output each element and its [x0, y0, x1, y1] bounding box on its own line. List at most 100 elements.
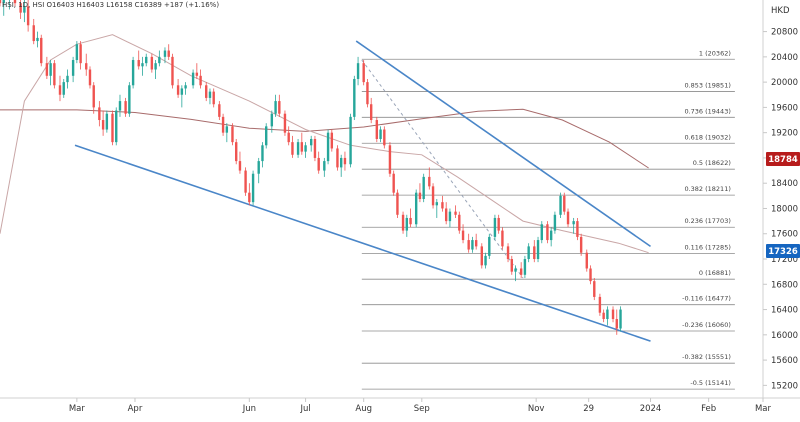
candle-body — [158, 56, 161, 64]
candle-body — [579, 236, 583, 253]
candle-body — [330, 132, 334, 149]
candle-body — [396, 192, 399, 215]
candle-body — [444, 208, 448, 222]
candle-body — [191, 72, 195, 86]
currency-label: HKD — [771, 6, 790, 16]
candle-body — [458, 214, 461, 231]
fib-level-label: 0.382 (18211) — [684, 185, 730, 193]
fib-level-label: 0.236 (17703) — [684, 217, 730, 225]
y-tick-label: 18400 — [771, 179, 798, 189]
y-tick-label: 20400 — [771, 53, 798, 63]
candle-body — [71, 60, 75, 76]
candle-body — [593, 281, 596, 297]
candle-body — [553, 214, 557, 231]
x-tick-label: Sep — [414, 404, 430, 414]
candle-body — [611, 309, 615, 320]
x-tick-label: Aug — [355, 404, 372, 414]
candle-body — [58, 85, 62, 95]
price-badge — [766, 151, 800, 166]
candle-body — [287, 132, 290, 143]
candle-body — [141, 63, 144, 67]
x-tick-label: Jun — [242, 404, 256, 414]
candle-body — [493, 217, 497, 237]
y-tick-label: 16000 — [771, 331, 798, 341]
candle-body — [536, 240, 540, 260]
candle-body — [326, 132, 330, 162]
candle-body — [53, 63, 56, 86]
candle-body — [101, 120, 105, 130]
candle-body — [369, 104, 373, 121]
candle-body — [218, 104, 221, 117]
fibonacci-levels: 1 (20362) 0.853 (19851) 0.736 (19443) 0.618… — [361, 49, 735, 390]
candle-body — [212, 91, 215, 105]
lower-channel-line — [74, 144, 651, 342]
candle-body — [510, 259, 513, 272]
candle-body — [244, 170, 247, 193]
candle-body — [401, 214, 405, 231]
candle-body — [585, 252, 588, 269]
candle-body — [418, 192, 422, 199]
candle-body — [559, 195, 562, 215]
candle-body — [221, 116, 225, 133]
candle-body — [353, 78, 356, 117]
price-badge — [766, 244, 800, 259]
y-tick-label: 16800 — [771, 280, 798, 290]
fib-level-label: 0 (16881) — [699, 269, 731, 277]
fib-level-label: -0.116 (16477) — [682, 295, 731, 303]
candle-body — [619, 309, 622, 329]
fib-level-label: -0.382 (15551) — [682, 353, 731, 361]
candle-body — [523, 259, 527, 275]
candle-body — [49, 63, 52, 76]
candle-body — [349, 116, 352, 165]
fib-level-label: -0.236 (16060) — [682, 321, 731, 329]
candle-body — [128, 85, 131, 114]
candle-body — [131, 60, 135, 86]
candle-body — [546, 224, 549, 241]
candle-body — [519, 268, 523, 275]
candle-body — [383, 129, 386, 146]
fib-level-label: 0.853 (19851) — [684, 82, 730, 90]
candle-body — [304, 145, 307, 152]
candle-body — [208, 91, 212, 98]
candle-body — [283, 113, 287, 133]
candle-body — [428, 176, 431, 187]
candle-body — [379, 129, 382, 139]
y-tick-label: 15200 — [771, 381, 798, 391]
fib-level-label: 1 (20362) — [699, 49, 731, 57]
candle-body — [274, 101, 277, 114]
x-tick-label: Mar — [69, 404, 86, 414]
candle-body — [414, 192, 418, 225]
candle-body — [409, 217, 412, 225]
fib-level-label: 0.116 (17285) — [684, 244, 730, 252]
candle-body — [26, 6, 30, 26]
candle-body — [40, 37, 43, 64]
candle-body — [506, 246, 510, 260]
candle-body — [343, 157, 347, 165]
candle-body — [238, 161, 242, 171]
candle-body — [265, 126, 268, 146]
candle-body — [431, 186, 435, 206]
candle-body — [300, 142, 304, 152]
candle-body — [598, 296, 602, 313]
candle-body — [154, 63, 157, 70]
candle-body — [572, 221, 575, 225]
y-tick-label: 17600 — [771, 230, 798, 240]
candle-body — [248, 192, 251, 203]
x-tick-label: 29 — [583, 404, 594, 414]
candle-body — [527, 246, 530, 260]
candle-body — [471, 240, 474, 250]
candle-body — [251, 173, 255, 203]
candle-body — [375, 120, 379, 139]
candle-body — [484, 255, 487, 266]
candle-body — [501, 230, 504, 247]
candle-body — [118, 101, 122, 111]
symbol-legend: HSI, 1D, HSI O16403 H16403 L16158 C16389… — [2, 1, 220, 9]
y-tick-label: 19600 — [771, 103, 798, 113]
candle-body — [454, 211, 457, 215]
candle-body — [235, 142, 238, 162]
trend-lines — [74, 40, 651, 342]
upper-channel-line — [355, 40, 651, 248]
candle-body — [270, 113, 274, 127]
